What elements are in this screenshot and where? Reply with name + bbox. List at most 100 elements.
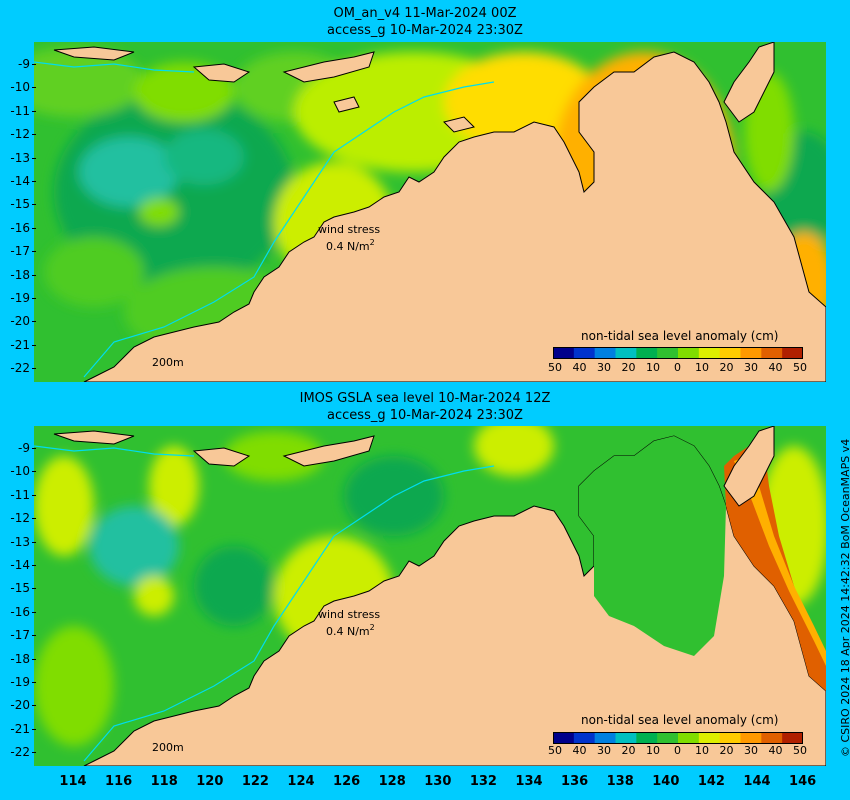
panel1-wind-label: wind stress 0.4 N/m2 (318, 223, 381, 253)
colorbar-tick: 10 (646, 744, 660, 757)
panel1-y-tick: -11 (4, 104, 36, 118)
x-tick: 146 (789, 774, 817, 789)
panel1-title-line2: access_g 10-Mar-2024 23:30Z (327, 23, 523, 38)
colorbar-swatch (636, 732, 658, 744)
colorbar-swatch (553, 347, 575, 359)
x-tick: 116 (105, 774, 133, 789)
panel1-y-tick: -20 (4, 314, 36, 328)
x-tick: 134 (515, 774, 543, 789)
panel1-y-tick: -18 (4, 268, 36, 282)
colorbar-tick: 40 (768, 361, 783, 374)
panel2-depth-label: 200m (152, 741, 184, 754)
x-tick: 142 (697, 774, 725, 789)
panel1-y-tick: -16 (4, 221, 36, 235)
panel2-y-tick: -10 (4, 464, 36, 478)
x-tick: 114 (59, 774, 87, 789)
colorbar-tick: 30 (597, 361, 611, 374)
x-tick: 126 (333, 774, 361, 789)
panel1-y-tick: -17 (4, 244, 36, 258)
colorbar-swatch (615, 732, 637, 744)
x-tick: 124 (287, 774, 315, 789)
colorbar-swatch (594, 347, 616, 359)
panel2-wind-label: wind stress 0.4 N/m2 (318, 608, 381, 638)
colorbar-swatch (657, 732, 679, 744)
colorbar-swatch (782, 732, 804, 744)
x-tick: 132 (469, 774, 497, 789)
panel2-y-tick: -13 (4, 535, 36, 549)
x-tick: 120 (196, 774, 224, 789)
x-tick: 140 (652, 774, 680, 789)
colorbar-swatch (719, 732, 741, 744)
colorbar-tick: 50 (548, 361, 562, 374)
panel1-depth-label: 200m (152, 356, 184, 369)
panel1-y-tick: -12 (4, 127, 36, 141)
colorbar-tick: 10 (646, 361, 660, 374)
panel1-y-tick: -19 (4, 291, 36, 305)
x-tick: 144 (743, 774, 771, 789)
colorbar-tick: 0 (674, 361, 681, 374)
panel2-y-tick: -19 (4, 675, 36, 689)
colorbar-tick: 40 (572, 361, 587, 374)
panel2-colorbar-title: non-tidal sea level anomaly (cm) (581, 713, 779, 727)
panel1-colorbar-title: non-tidal sea level anomaly (cm) (581, 329, 779, 343)
x-tick: 138 (606, 774, 634, 789)
colorbar-swatch (636, 347, 658, 359)
panel2-y-tick: -15 (4, 581, 36, 595)
colorbar-swatch (678, 347, 700, 359)
colorbar-tick: 10 (695, 361, 709, 374)
panel1-y-tick: -21 (4, 338, 36, 352)
credit-text: © CSIRO 2024 18 Apr 2024 14:42:32 BoM Oc… (839, 438, 850, 757)
colorbar-swatch (761, 347, 783, 359)
x-tick: 130 (424, 774, 452, 789)
panel2-y-tick: -9 (4, 441, 36, 455)
x-tick: 136 (561, 774, 589, 789)
panel2-y-tick: -21 (4, 722, 36, 736)
colorbar-swatch (573, 347, 596, 359)
colorbar-tick: 50 (548, 744, 562, 757)
colorbar-tick: 30 (744, 361, 758, 374)
colorbar-tick: 10 (695, 744, 709, 757)
colorbar-tick: 50 (793, 361, 807, 374)
panel2-title-line2: access_g 10-Mar-2024 23:30Z (327, 408, 523, 423)
panel2-y-tick: -17 (4, 628, 36, 642)
colorbar-tick: 40 (572, 744, 587, 757)
colorbar-tick: 40 (768, 744, 783, 757)
colorbar-tick: 20 (621, 361, 636, 374)
panel1-y-tick: -10 (4, 80, 36, 94)
panel2-colorbar (553, 729, 804, 744)
panel2-y-tick: -20 (4, 698, 36, 712)
colorbar-swatch (719, 347, 741, 359)
colorbar-tick: 30 (597, 744, 611, 757)
x-tick: 128 (378, 774, 406, 789)
colorbar-swatch (678, 732, 700, 744)
colorbar-tick: 50 (793, 744, 807, 757)
colorbar-swatch (573, 732, 596, 744)
panel1-title-line1: OM_an_v4 11-Mar-2024 00Z (333, 6, 517, 21)
panel1-y-tick: -15 (4, 197, 36, 211)
colorbar-tick: 20 (719, 744, 734, 757)
panel1-y-tick: -13 (4, 151, 36, 165)
colorbar-tick: 20 (719, 361, 734, 374)
panel2-y-tick: -14 (4, 558, 36, 572)
panel2-map (34, 426, 826, 766)
panel1-y-tick: -14 (4, 174, 36, 188)
colorbar-swatch (698, 347, 721, 359)
panel2-y-tick: -12 (4, 511, 36, 525)
colorbar-swatch (740, 347, 762, 359)
panel2-y-tick: -16 (4, 605, 36, 619)
colorbar-swatch (615, 347, 637, 359)
x-tick: 118 (150, 774, 178, 789)
colorbar-tick: 20 (621, 744, 636, 757)
colorbar-tick: 30 (744, 744, 758, 757)
colorbar-swatch (782, 347, 804, 359)
panel2-y-tick: -11 (4, 488, 36, 502)
colorbar-swatch (657, 347, 679, 359)
colorbar-swatch (698, 732, 721, 744)
colorbar-swatch (553, 732, 575, 744)
panel2-y-tick: -18 (4, 652, 36, 666)
colorbar-swatch (594, 732, 616, 744)
panel2-y-tick: -22 (4, 745, 36, 759)
panel2-title-line1: IMOS GSLA sea level 10-Mar-2024 12Z (299, 391, 551, 406)
colorbar-swatch (761, 732, 783, 744)
panel1-colorbar (553, 344, 804, 359)
